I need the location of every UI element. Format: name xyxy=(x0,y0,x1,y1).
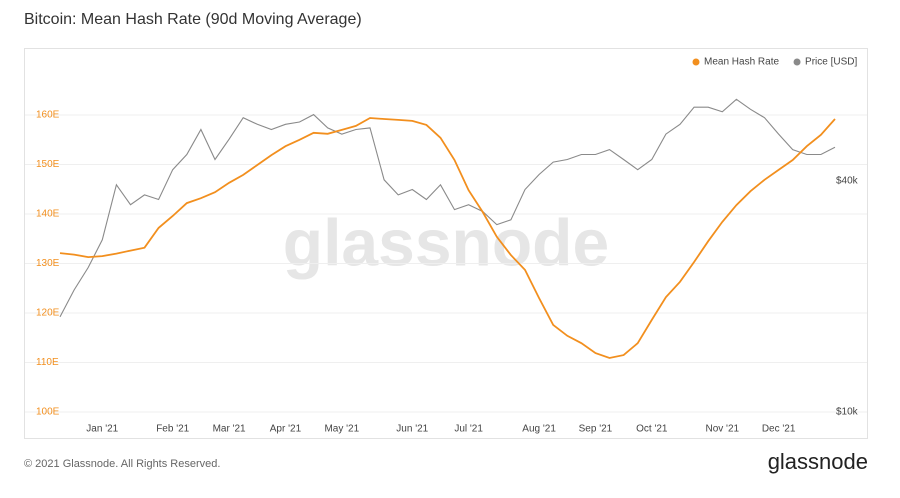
legend-marker xyxy=(692,58,700,66)
x-tick-label: Jan '21 xyxy=(86,424,118,435)
x-tick-label: Nov '21 xyxy=(705,424,739,435)
x-tick-label: May '21 xyxy=(324,424,359,435)
brand-logo: glassnode xyxy=(768,449,868,474)
y2-tick-label: $40k xyxy=(836,176,859,187)
x-tick-label: Dec '21 xyxy=(762,424,796,435)
x-tick-label: Sep '21 xyxy=(579,424,613,435)
x-tick-label: Oct '21 xyxy=(636,424,668,435)
x-tick-label: Apr '21 xyxy=(270,424,302,435)
y-tick-label: 150E xyxy=(36,159,60,170)
series-line xyxy=(59,117,836,359)
x-tick-label: Feb '21 xyxy=(156,424,189,435)
footer: © 2021 Glassnode. All Rights Reserved. xyxy=(24,458,220,470)
y-tick-label: 160E xyxy=(36,110,60,121)
legend-label: Price [USD] xyxy=(805,57,857,68)
y-tick-label: 130E xyxy=(36,258,60,269)
y-tick-label: 100E xyxy=(36,407,60,418)
legend-label: Mean Hash Rate xyxy=(704,57,779,68)
x-tick-label: Mar '21 xyxy=(213,424,246,435)
y-tick-label: 110E xyxy=(36,357,59,368)
x-tick-label: Jul '21 xyxy=(454,424,483,435)
x-tick-label: Jun '21 xyxy=(396,424,428,435)
legend-marker xyxy=(793,58,801,66)
x-tick-label: Aug '21 xyxy=(522,424,556,435)
watermark: glassnode xyxy=(283,205,609,279)
y2-tick-label: $10k xyxy=(836,407,859,418)
y-tick-label: 120E xyxy=(36,308,60,319)
chart-title: Bitcoin: Mean Hash Rate (90d Moving Aver… xyxy=(24,11,362,28)
y-tick-label: 140E xyxy=(36,209,60,220)
series-line xyxy=(59,98,836,318)
plot-frame xyxy=(24,48,868,439)
